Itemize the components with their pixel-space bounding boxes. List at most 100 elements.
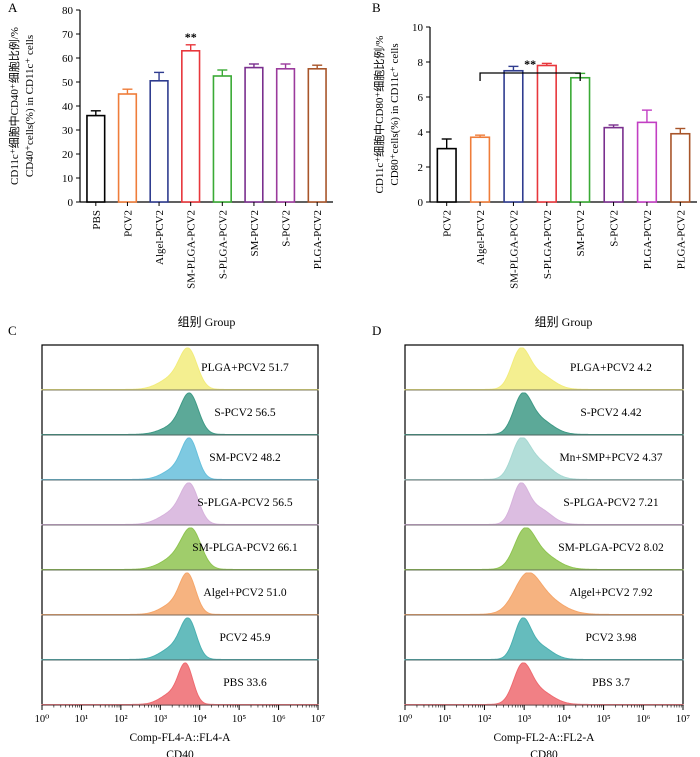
bar: [503, 69, 524, 203]
x-tick-label: PLGA-PCV2: [675, 210, 687, 269]
bar: [212, 75, 232, 203]
x-axis-label: Comp-FL2-A::FL2-A: [494, 732, 596, 744]
bar: [603, 126, 624, 203]
trace-label: PBS 3.7: [592, 677, 630, 689]
y-tick-label: 4: [418, 127, 424, 139]
panel-letter: B: [372, 0, 381, 15]
x-tick-label: 10⁷: [676, 714, 691, 725]
x-tick-label: Algel-PCV2: [154, 210, 166, 265]
x-axis-label: CD80: [530, 749, 558, 757]
significance-bracket: [479, 72, 581, 81]
histogram-trace: [404, 527, 684, 571]
panel-c: C PLGA+PCV2 51.7 S-PCV2 56.5 SM-PCV2 48.2 S-…: [8, 323, 325, 757]
x-tick-label: SM-PLGA-PCV2: [508, 210, 520, 289]
histogram-trace: [41, 662, 319, 706]
x-tick-label: PCV2: [122, 210, 134, 237]
x-axis-label: 组别 Group: [178, 315, 236, 329]
x-tick-label: S-PCV2: [609, 210, 621, 247]
x-tick-label: S-PLGA-PCV2: [542, 210, 554, 279]
x-tick-label: 10⁰: [398, 714, 413, 725]
x-axis-label: Comp-FL4-A::FL4-A: [130, 732, 232, 744]
histogram-trace: [404, 347, 684, 391]
x-tick-label: 10⁴: [557, 714, 572, 725]
x-tick-label: Algel-PCV2: [475, 210, 487, 265]
x-tick-label: SM-PCV2: [575, 210, 587, 256]
trace-label: Algel+PCV2 7.92: [569, 587, 652, 599]
histogram-trace: [41, 527, 319, 571]
x-tick-label: 10⁵: [596, 714, 611, 725]
bar: [244, 66, 264, 203]
y-tick-label: 0: [68, 197, 74, 209]
trace-label: PCV2 45.9: [219, 632, 270, 644]
y-tick-label: 50: [62, 77, 74, 89]
panel-b: B 0 2 4 6 8 10 CD11c⁺细胞中CD80⁺细胞比例/% CD80⁺cells(%…: [372, 0, 697, 329]
x-axis-label: 组别 Group: [535, 315, 593, 329]
bar: [469, 136, 491, 203]
trace-label: PBS 33.6: [223, 677, 267, 689]
bar: [307, 68, 327, 203]
significance-mark: **: [185, 30, 197, 44]
x-tick-label: 10²: [478, 714, 492, 725]
trace-label: S-PCV2 4.42: [580, 407, 642, 419]
y-axis-label: CD80⁺cells(%) in CD11c⁺ cells: [389, 43, 401, 185]
histogram-trace: [404, 482, 684, 526]
y-tick-label: 20: [62, 149, 74, 161]
trace-label: S-PLGA-PCV2 7.21: [563, 497, 658, 509]
x-tick-label: 10³: [153, 714, 167, 725]
trace-label: S-PLGA-PCV2 56.5: [197, 497, 292, 509]
x-tick-label: 10⁰: [35, 714, 50, 725]
histogram-trace: [404, 617, 684, 661]
y-tick-label: 10: [412, 22, 424, 34]
x-tick-label: 10⁴: [193, 714, 208, 725]
bar: [436, 147, 457, 203]
x-tick-label: PLGA-PCV2: [312, 210, 324, 269]
x-tick-label: SM-PLGA-PCV2: [186, 210, 198, 289]
trace-label: SM-PLGA-PCV2 8.02: [558, 542, 664, 554]
x-tick-label: PBS: [91, 210, 103, 230]
bar: [117, 93, 138, 203]
x-tick-label: 10¹: [75, 714, 89, 725]
y-tick-label: 2: [418, 162, 424, 174]
y-tick-label: 80: [62, 5, 74, 17]
x-tick-label: 10²: [114, 714, 128, 725]
bar: [570, 76, 591, 203]
histogram-trace: [41, 437, 319, 481]
panel-a: A 0 10 20 30 40 50 60 70 80 CD11c⁺细胞中CD40⁺细胞比例/% CD…: [7, 0, 333, 329]
trace-label: Algel+PCV2 51.0: [203, 587, 286, 599]
bar: [275, 68, 296, 203]
histogram-trace: [41, 617, 319, 661]
y-tick-label: 40: [62, 101, 74, 113]
x-tick-label: 10⁶: [636, 714, 651, 725]
x-tick-label: PCV2: [442, 210, 454, 237]
trace-label: PCV2 3.98: [585, 632, 636, 644]
histogram-trace: [404, 572, 684, 616]
x-tick-label: 10⁶: [271, 714, 286, 725]
histogram-trace: [41, 482, 319, 526]
trace-label: S-PCV2 56.5: [214, 407, 276, 419]
panel-letter: D: [372, 323, 381, 338]
x-tick-label: S-PCV2: [281, 210, 293, 247]
x-tick-label: 10³: [517, 714, 531, 725]
x-axis-label: CD40: [166, 749, 194, 757]
trace-label: Mn+SMP+PCV2 4.37: [559, 452, 662, 464]
histogram-trace: [41, 392, 319, 436]
y-tick-label: 10: [62, 173, 74, 185]
bar: [636, 121, 658, 203]
histogram-trace: [41, 347, 319, 391]
x-tick-label: 10⁵: [232, 714, 247, 725]
y-axis-label: CD11c⁺细胞中CD40⁺细胞比例/%: [7, 27, 21, 185]
trace-label: PLGA+PCV2 4.2: [570, 362, 652, 374]
y-tick-label: 60: [62, 53, 74, 65]
bar: [149, 80, 169, 203]
histogram-trace: [404, 437, 684, 481]
x-tick-label: 10⁷: [311, 714, 326, 725]
y-axis-label: CD11c⁺细胞中CD80⁺细胞比例/%: [372, 36, 386, 194]
panel-d: D PLGA+PCV2 4.2 S-PCV2 4.42 Mn+SMP+PCV2 4.3…: [372, 323, 690, 757]
trace-label: PLGA+PCV2 51.7: [201, 362, 289, 374]
bar: [181, 49, 201, 203]
histogram-trace: [41, 572, 319, 616]
significance-mark: **: [524, 57, 536, 71]
y-tick-label: 70: [62, 29, 74, 41]
bar: [670, 132, 691, 203]
